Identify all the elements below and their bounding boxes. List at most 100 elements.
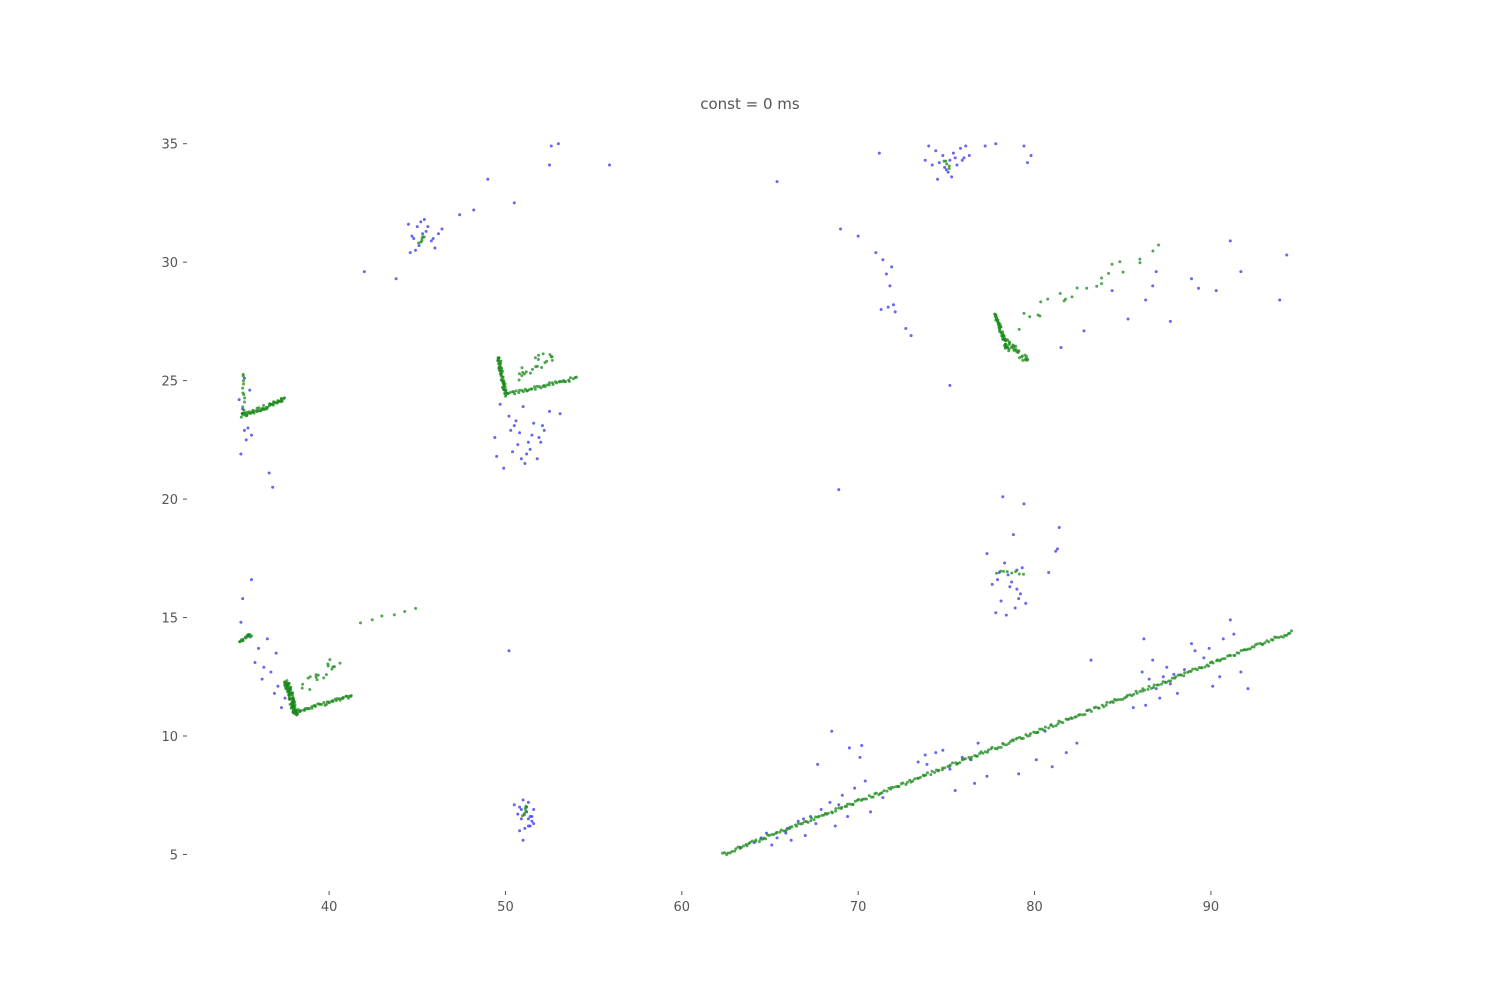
data-point-green bbox=[874, 791, 878, 795]
data-point-green bbox=[249, 634, 253, 638]
data-point-green bbox=[1007, 742, 1011, 746]
data-point-green bbox=[897, 784, 901, 788]
data-point-green bbox=[834, 809, 838, 813]
data-point-green bbox=[1152, 683, 1156, 687]
data-point-blue bbox=[518, 805, 522, 809]
data-point-blue bbox=[858, 755, 862, 759]
data-point-green bbox=[826, 811, 830, 815]
data-point-blue bbox=[1202, 656, 1206, 660]
data-point-blue bbox=[530, 433, 534, 437]
data-point-green bbox=[380, 614, 384, 618]
data-point-green bbox=[1116, 698, 1120, 702]
data-point-green bbox=[990, 745, 994, 749]
data-point-green bbox=[533, 387, 537, 391]
data-point-blue bbox=[1022, 144, 1026, 148]
data-point-green bbox=[1252, 645, 1256, 649]
data-point-green bbox=[1111, 700, 1115, 704]
data-point-green bbox=[322, 700, 326, 704]
data-point-green bbox=[243, 396, 247, 400]
data-point-green bbox=[517, 372, 521, 376]
data-point-green bbox=[241, 386, 245, 390]
data-point-green bbox=[1028, 315, 1032, 319]
data-point-blue bbox=[1214, 289, 1218, 293]
data-point-green bbox=[880, 791, 884, 795]
data-point-green bbox=[867, 794, 871, 798]
data-points bbox=[237, 142, 1293, 856]
data-point-blue bbox=[495, 454, 499, 458]
data-point-blue bbox=[951, 151, 955, 155]
data-point-green bbox=[239, 415, 243, 419]
data-point-blue bbox=[362, 270, 366, 274]
data-point-green bbox=[929, 773, 933, 777]
data-point-green bbox=[1036, 313, 1040, 317]
data-point-blue bbox=[962, 156, 966, 160]
data-point-green bbox=[313, 705, 317, 709]
data-point-green bbox=[1095, 284, 1099, 288]
y-tick-label: 35 bbox=[161, 138, 178, 153]
data-point-blue bbox=[1013, 606, 1017, 610]
data-point-green bbox=[497, 362, 501, 366]
data-point-blue bbox=[530, 819, 534, 823]
data-point-green bbox=[327, 701, 331, 705]
data-point-green bbox=[1207, 664, 1211, 668]
data-point-green bbox=[994, 571, 998, 575]
data-point-green bbox=[778, 830, 782, 834]
chart-title: const = 0 ms bbox=[700, 95, 800, 113]
data-point-green bbox=[324, 673, 328, 677]
data-point-blue bbox=[923, 158, 927, 162]
x-tick-label: 40 bbox=[321, 900, 338, 915]
data-point-green bbox=[288, 697, 292, 701]
data-point-green bbox=[310, 706, 314, 710]
data-point-blue bbox=[839, 227, 843, 231]
data-point-green bbox=[981, 751, 985, 755]
data-point-green bbox=[1151, 249, 1155, 253]
data-point-blue bbox=[1010, 580, 1014, 584]
data-point-green bbox=[420, 239, 424, 243]
data-point-green bbox=[417, 241, 421, 245]
x-tick-label: 90 bbox=[1203, 900, 1220, 915]
data-point-green bbox=[846, 802, 850, 806]
data-point-blue bbox=[1017, 772, 1021, 776]
data-point-green bbox=[1189, 669, 1193, 673]
data-point-green bbox=[1211, 661, 1215, 665]
y-axis: 5 10 15 20 25 30 35 bbox=[161, 138, 187, 863]
data-point-green bbox=[550, 355, 554, 359]
data-point-green bbox=[1002, 742, 1006, 746]
data-point-green bbox=[1146, 687, 1150, 691]
data-point-blue bbox=[521, 405, 525, 409]
data-point-green bbox=[1014, 570, 1018, 574]
data-point-blue bbox=[241, 597, 245, 601]
data-point-blue bbox=[930, 163, 934, 167]
data-point-blue bbox=[608, 163, 612, 167]
data-point-blue bbox=[419, 220, 423, 224]
data-point-green bbox=[535, 364, 539, 368]
data-point-green bbox=[1089, 710, 1093, 714]
data-point-blue bbox=[502, 466, 506, 470]
data-point-green bbox=[1289, 629, 1293, 633]
data-point-green bbox=[890, 785, 894, 789]
data-point-green bbox=[338, 698, 342, 702]
data-point-blue bbox=[257, 646, 261, 650]
data-point-green bbox=[924, 773, 928, 777]
data-point-green bbox=[1042, 728, 1046, 732]
data-point-blue bbox=[249, 433, 253, 437]
data-point-blue bbox=[847, 746, 851, 750]
data-point-green bbox=[930, 769, 934, 773]
data-point-green bbox=[723, 851, 727, 855]
data-point-blue bbox=[519, 457, 523, 461]
data-point-green bbox=[1107, 271, 1111, 275]
data-point-green bbox=[975, 754, 979, 758]
data-point-blue bbox=[830, 729, 834, 733]
data-point-green bbox=[330, 667, 334, 671]
y-tick-label: 15 bbox=[161, 612, 178, 627]
data-point-green bbox=[279, 396, 283, 400]
data-point-blue bbox=[274, 651, 278, 655]
data-point-blue bbox=[1175, 691, 1179, 695]
data-point-blue bbox=[976, 741, 980, 745]
data-point-green bbox=[795, 824, 799, 828]
data-point-green bbox=[1138, 261, 1142, 265]
data-point-green bbox=[998, 327, 1002, 331]
data-point-blue bbox=[1110, 289, 1114, 293]
data-point-blue bbox=[953, 788, 957, 792]
